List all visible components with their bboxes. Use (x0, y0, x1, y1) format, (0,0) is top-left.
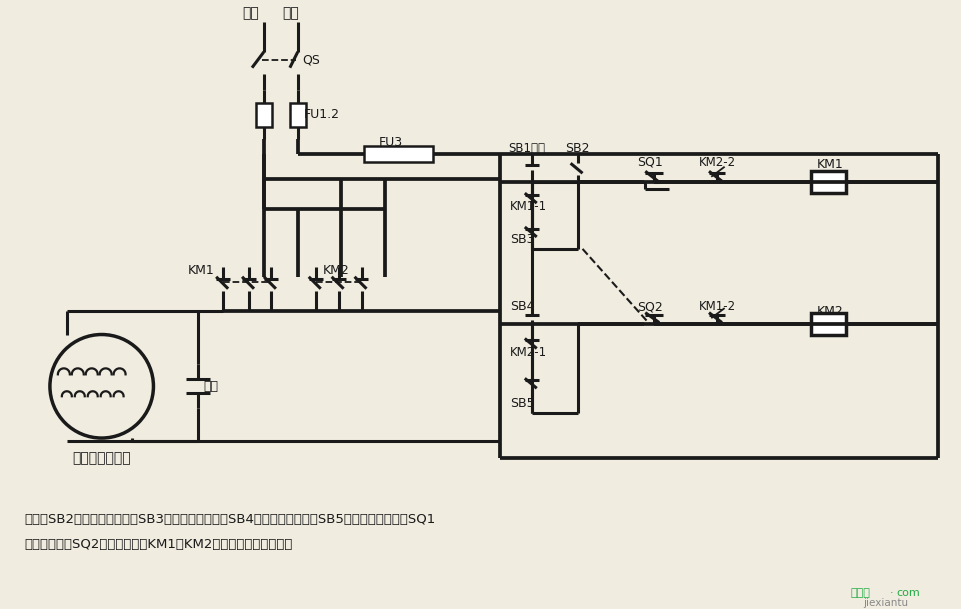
Text: KM2: KM2 (816, 305, 843, 318)
Text: com: com (896, 588, 919, 599)
Text: KM2-1: KM2-1 (509, 346, 547, 359)
Text: 说明：SB2为上升启动按钮，SB3为上升点动按钮，SB4为下降启动按钮，SB5为下降点动按钮；SQ1: 说明：SB2为上升启动按钮，SB3为上升点动按钮，SB4为下降启动按钮，SB5为… (24, 513, 434, 526)
Text: KM1: KM1 (816, 158, 843, 171)
Bar (363, 146, 432, 162)
Text: KM1-1: KM1-1 (509, 200, 547, 213)
Text: ·: · (889, 588, 893, 599)
Bar (810, 171, 846, 193)
Text: 单相电容电动机: 单相电容电动机 (72, 451, 131, 465)
Text: KM1: KM1 (187, 264, 214, 277)
Text: 接线图: 接线图 (850, 588, 870, 599)
Text: KM1-2: KM1-2 (699, 300, 735, 313)
Text: jiexiantu: jiexiantu (862, 598, 907, 608)
Bar (256, 102, 272, 127)
Text: SB4: SB4 (509, 300, 533, 313)
Text: 电容: 电容 (203, 380, 218, 393)
Text: SQ1: SQ1 (636, 156, 662, 169)
Text: SB2: SB2 (564, 142, 588, 155)
Text: QS: QS (302, 53, 319, 66)
Text: 火线: 火线 (242, 6, 259, 20)
Text: SB3: SB3 (509, 233, 533, 247)
Text: SB1停止: SB1停止 (507, 142, 544, 155)
Text: FU1.2: FU1.2 (304, 108, 339, 121)
Text: FU3: FU3 (378, 136, 402, 149)
Text: KM2: KM2 (322, 264, 349, 277)
Text: SQ2: SQ2 (636, 300, 662, 313)
Bar (810, 312, 846, 334)
Text: KM2-2: KM2-2 (699, 156, 735, 169)
Bar (289, 102, 306, 127)
Text: 为最高限位，SQ2为最低限位。KM1、KM2可用中间继电器代替。: 为最高限位，SQ2为最低限位。KM1、KM2可用中间继电器代替。 (24, 538, 292, 551)
Text: 零线: 零线 (283, 6, 299, 20)
Text: SB5: SB5 (509, 396, 534, 410)
